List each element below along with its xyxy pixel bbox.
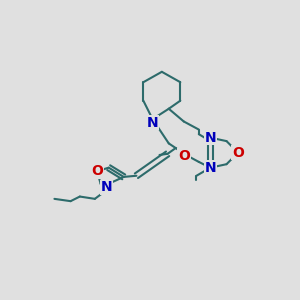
Text: N: N — [100, 180, 112, 194]
Text: N: N — [205, 130, 216, 145]
Text: O: O — [91, 164, 103, 178]
Text: N: N — [147, 116, 158, 130]
Text: O: O — [178, 149, 190, 163]
Text: N: N — [205, 161, 216, 175]
Text: O: O — [232, 146, 244, 160]
